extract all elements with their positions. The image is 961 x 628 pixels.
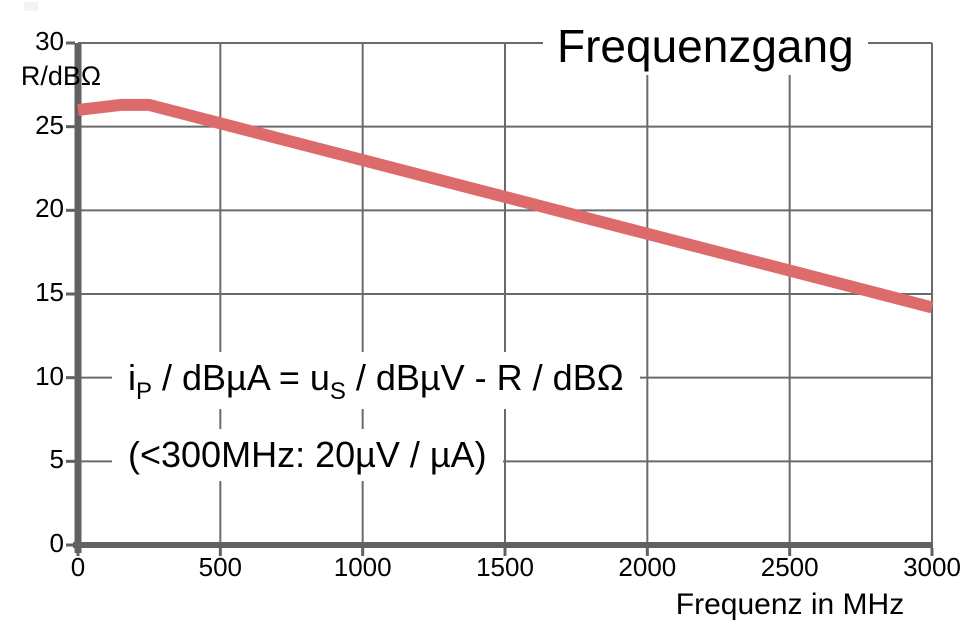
x-axis-title: Frequenz in MHz (675, 588, 905, 621)
y-tick-label-20: 20 (35, 193, 64, 224)
y-tick-label-5: 5 (49, 444, 64, 475)
x-tick-label-1000: 1000 (333, 552, 392, 582)
y-axis-title: R/dBΩ (20, 61, 102, 91)
y-tick-label-10: 10 (35, 360, 64, 391)
formula-sub-s: S (329, 378, 346, 405)
x-tick-label-2500: 2500 (760, 552, 819, 582)
formula-rest: / dBµV - R / dBΩ (345, 357, 624, 398)
formula-sub-p: P (136, 378, 153, 405)
note-annotation: (<300MHz: 20µV / µA) (112, 429, 503, 481)
x-tick-label-0: 0 (70, 552, 86, 582)
y-tick-label-0: 0 (49, 528, 64, 558)
x-tick-label-1500: 1500 (476, 552, 534, 582)
stray-mark (24, 2, 38, 11)
formula-var-i: i (128, 357, 136, 398)
formula-mid: / dBµA = u (152, 357, 330, 398)
x-tick-label-3000: 3000 (903, 552, 961, 582)
y-tick-label-15: 15 (35, 277, 64, 307)
formula-annotation: iP / dBµA = uS / dBµV - R / dBΩ (112, 352, 640, 409)
series-line-R / dBΩ (77, 98, 934, 314)
x-tick-label-500: 500 (198, 552, 243, 582)
y-tick-label-25: 25 (35, 109, 64, 140)
y-tick-label-30: 30 (35, 26, 64, 56)
x-tick-label-2000: 2000 (618, 552, 677, 582)
chart-title: Frequenzgang (543, 17, 868, 75)
